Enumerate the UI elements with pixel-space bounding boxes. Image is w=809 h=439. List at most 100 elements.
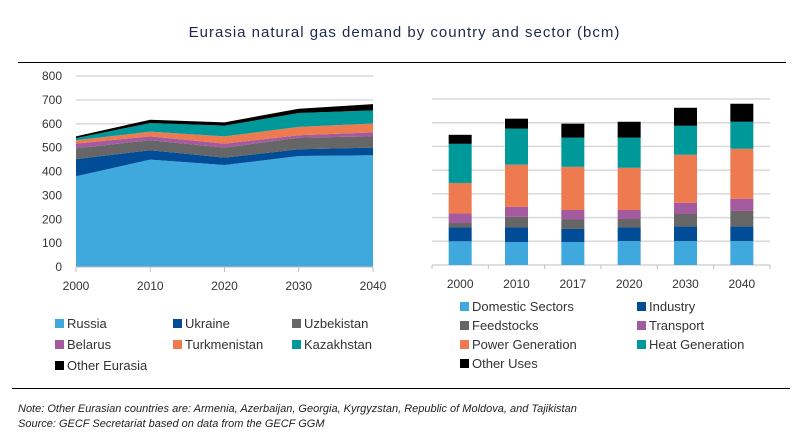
note-text: Note: Other Eurasian countries are: Arme… xyxy=(18,403,577,415)
x-tick-label: 2000 xyxy=(63,279,90,293)
bar-transport xyxy=(561,209,585,220)
y-tick-label: 700 xyxy=(42,93,62,107)
y-tick-label: 800 xyxy=(42,69,62,83)
legend-item: Domestic Sectors xyxy=(460,299,574,314)
bar-domestic-sectors xyxy=(561,241,585,265)
bar-feedstocks xyxy=(617,218,641,228)
legend-label: Feedstocks xyxy=(472,318,539,333)
legend-item: Ukraine xyxy=(173,316,230,331)
bar-transport xyxy=(674,202,697,215)
legend-swatch xyxy=(637,340,646,349)
bar-power-generation xyxy=(730,148,754,199)
bar-other-uses xyxy=(730,103,754,122)
legend-swatch xyxy=(460,359,469,368)
y-tick-label: 400 xyxy=(42,165,62,179)
x-tick-label: 2040 xyxy=(360,279,387,293)
x-tick-label: 2030 xyxy=(285,279,312,293)
top-divider xyxy=(18,62,786,63)
bar-heat-generation xyxy=(617,137,641,168)
legend-label: Turkmenistan xyxy=(185,337,264,352)
chart-title: Eurasia natural gas demand by country an… xyxy=(188,24,621,41)
legend-swatch xyxy=(637,302,646,311)
bar-domestic-sectors xyxy=(730,241,754,265)
legend-swatch xyxy=(637,321,646,330)
bar-domestic-sectors xyxy=(448,241,472,265)
bar-feedstocks xyxy=(505,216,528,228)
bar-industry xyxy=(617,227,641,242)
legend-label: Power Generation xyxy=(472,337,577,352)
legend-label: Heat Generation xyxy=(649,337,745,352)
bar-domestic-sectors xyxy=(617,241,641,265)
legend-label: Belarus xyxy=(67,337,112,352)
legend-swatch xyxy=(292,319,301,328)
legend-item: Russia xyxy=(55,316,107,331)
bar-power-generation xyxy=(561,166,585,210)
bar-other-uses xyxy=(448,134,472,144)
legend-swatch xyxy=(460,321,469,330)
legend-label: Kazakhstan xyxy=(304,337,372,352)
bar-other-uses xyxy=(505,118,528,129)
area-ukraine xyxy=(76,147,373,177)
area-kazakhstan xyxy=(76,110,373,141)
x-tick-label: 2010 xyxy=(503,277,530,291)
bar-power-generation xyxy=(674,154,697,203)
legend-item: Other Uses xyxy=(460,356,538,371)
legend-item: Kazakhstan xyxy=(292,337,372,352)
legend-swatch xyxy=(460,302,469,311)
legend-item: Other Eurasia xyxy=(55,358,147,373)
bottom-divider xyxy=(12,388,790,389)
y-tick-label: 200 xyxy=(42,212,62,226)
legend-swatch xyxy=(55,319,64,328)
bar-transport xyxy=(730,198,754,211)
charts-canvas: 0 100 200 300 400 500 600 700 800 2000 2010 2020 203… xyxy=(42,69,771,293)
y-tick-label: 600 xyxy=(42,117,62,131)
bar-heat-generation xyxy=(730,121,754,149)
area-other-eurasia xyxy=(76,104,373,139)
bar-transport xyxy=(617,209,641,219)
bar-industry xyxy=(674,226,697,242)
bar-power-generation xyxy=(505,164,528,207)
legend-item: Feedstocks xyxy=(460,318,538,333)
bar-power-generation xyxy=(448,182,472,214)
bar-heat-generation xyxy=(674,125,697,155)
legend-swatch xyxy=(55,340,64,349)
legend-label: Ukraine xyxy=(185,316,230,331)
legend-label: Russia xyxy=(67,316,107,331)
legend-label: Other Eurasia xyxy=(67,358,148,373)
legend-item: Industry xyxy=(637,299,695,314)
bar-other-uses xyxy=(674,107,697,126)
legend-swatch xyxy=(55,361,64,370)
area-turkmenistan xyxy=(76,123,373,144)
y-tick-label: 500 xyxy=(42,141,62,155)
bar-industry xyxy=(730,226,754,242)
x-tick-label: 2030 xyxy=(672,277,699,291)
x-tick-label: 2010 xyxy=(137,279,164,293)
legend-swatch xyxy=(173,340,182,349)
x-tick-label: 2000 xyxy=(447,277,474,291)
y-tick-label: 100 xyxy=(42,236,62,250)
bar-domestic-sectors xyxy=(674,241,697,265)
x-tick-label: 2040 xyxy=(728,277,755,291)
bar-feedstocks xyxy=(448,223,472,228)
legend-swatch xyxy=(460,340,469,349)
bar-domestic-sectors xyxy=(505,241,528,265)
legend-label: Uzbekistan xyxy=(304,316,369,331)
legend-item: Heat Generation xyxy=(637,337,744,352)
x-tick-label: 2020 xyxy=(211,279,238,293)
x-tick-label: 2017 xyxy=(559,277,586,291)
bar-feedstocks xyxy=(674,214,697,227)
bar-heat-generation xyxy=(505,128,528,165)
bar-other-uses xyxy=(561,123,585,138)
bar-power-generation xyxy=(617,167,641,210)
bar-transport xyxy=(505,206,528,217)
source-text: Source: GECF Secretariat based on data f… xyxy=(18,418,325,430)
legend-swatch xyxy=(173,319,182,328)
bar-heat-generation xyxy=(448,143,472,183)
legend-label: Domestic Sectors xyxy=(472,299,574,314)
bar-feedstocks xyxy=(730,210,754,227)
x-tick-label: 2020 xyxy=(616,277,643,291)
area-russia xyxy=(76,155,373,267)
bar-industry xyxy=(448,227,472,242)
legend-label: Other Uses xyxy=(472,356,538,371)
legend-item: Uzbekistan xyxy=(292,316,368,331)
